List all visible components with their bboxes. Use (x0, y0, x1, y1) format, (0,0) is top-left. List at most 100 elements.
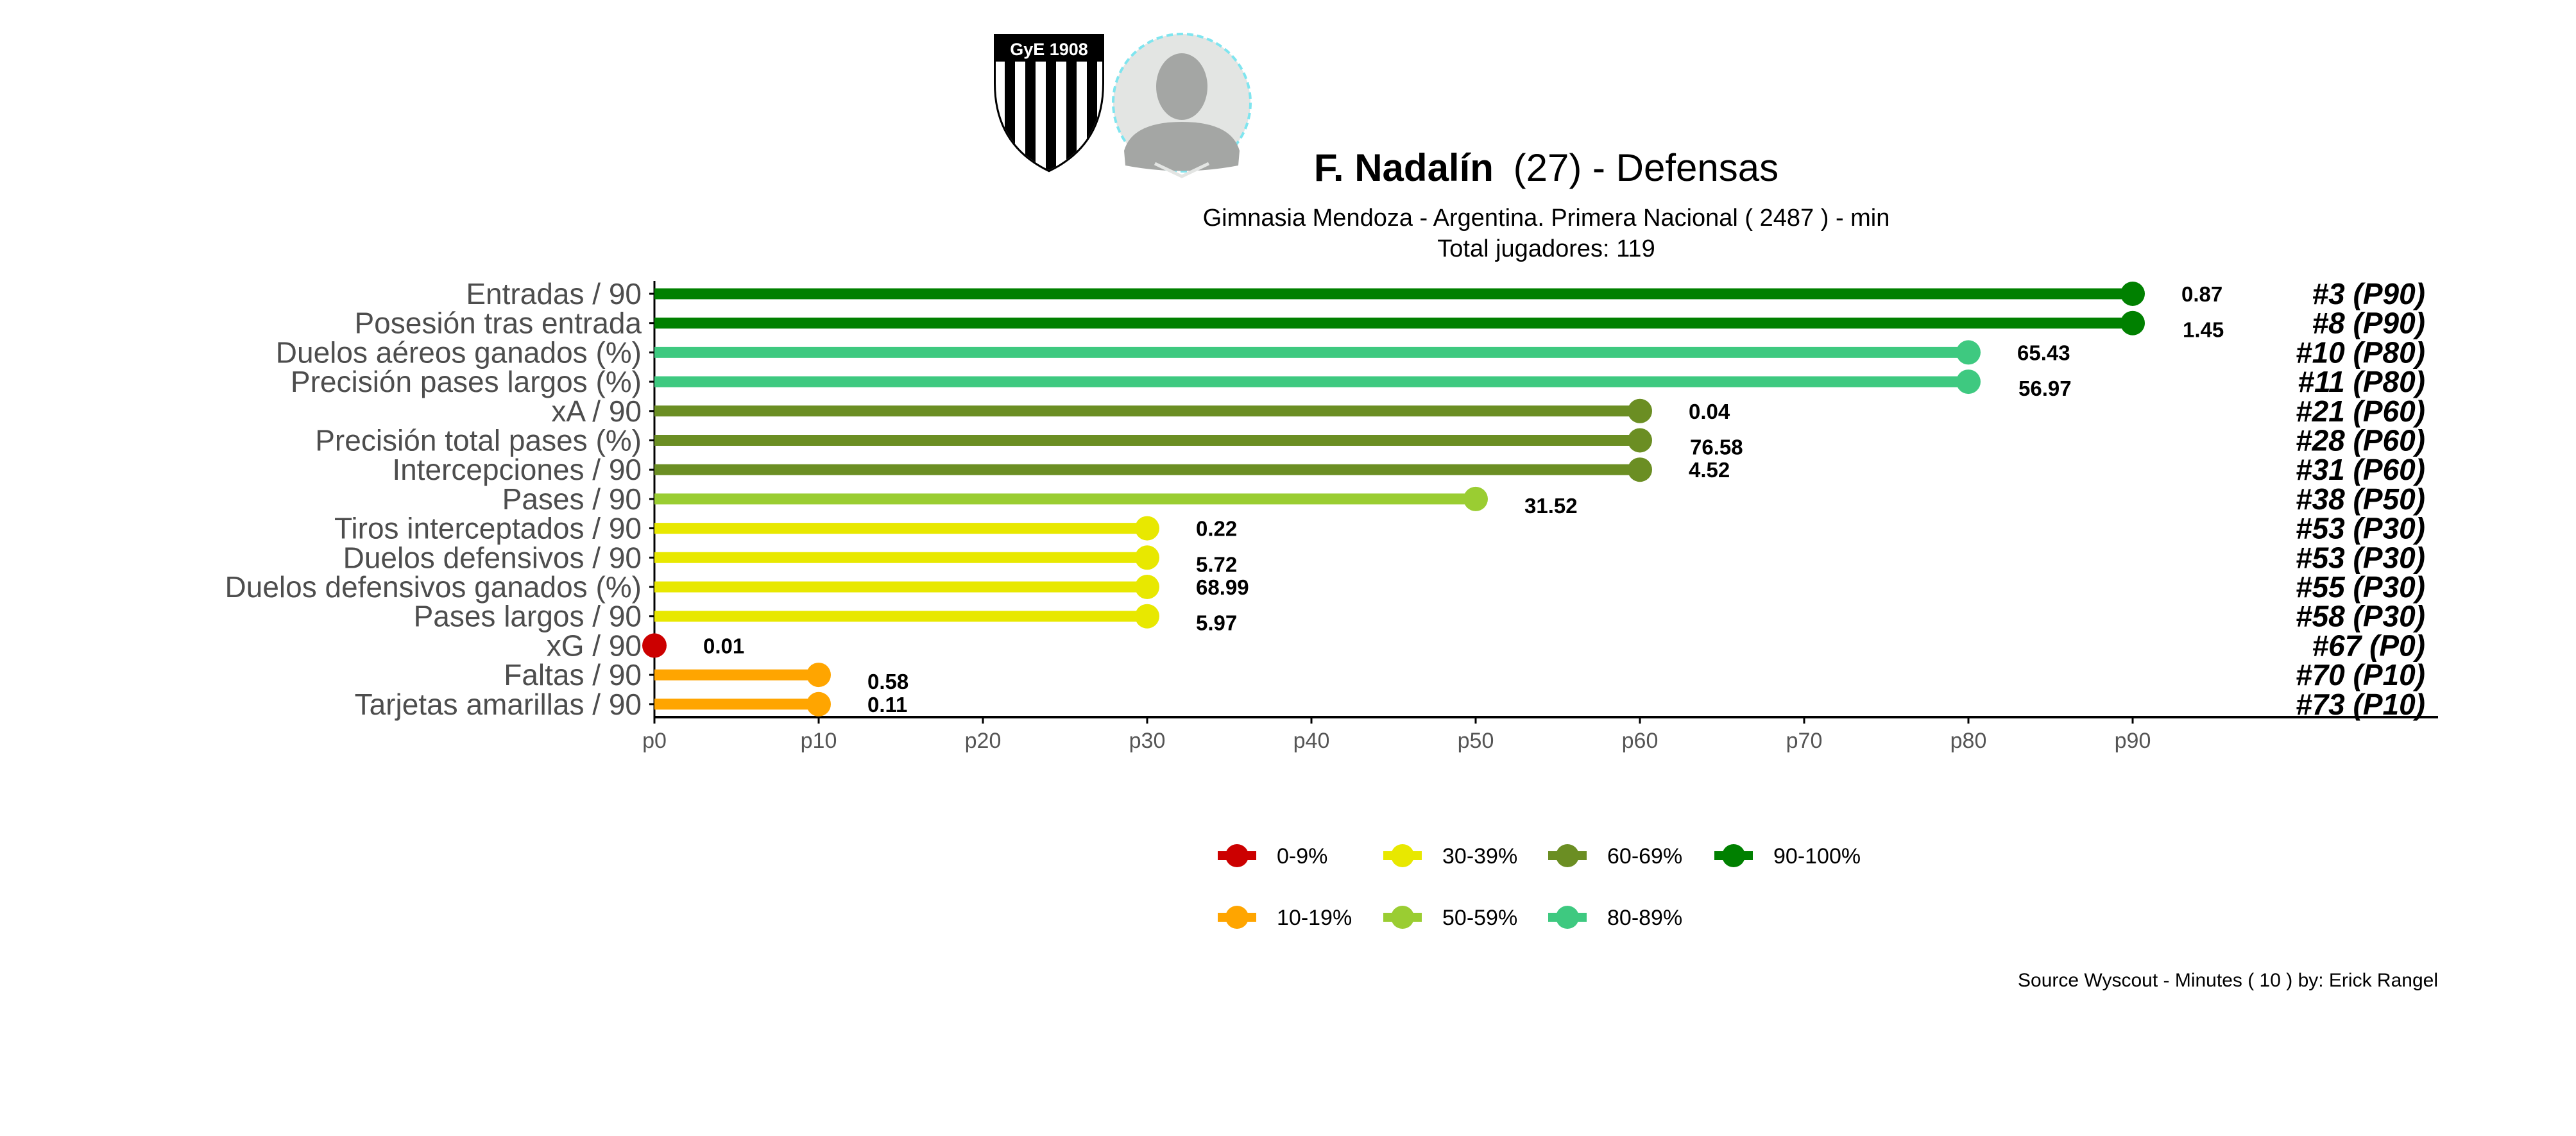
rank-label: #67 (P0) (2312, 629, 2425, 662)
legend-item: 80-89% (1548, 906, 1682, 930)
category-label: Precisión pases largos (%) (291, 365, 642, 398)
bar-point (1628, 398, 1652, 423)
rank-label: #70 (P10) (2296, 658, 2425, 691)
value-label: 1.45 (2183, 318, 2224, 342)
bar-point (1135, 604, 1159, 629)
legend-label: 0-9% (1277, 844, 1327, 869)
rank-label: #28 (P60) (2296, 424, 2425, 457)
x-tick-label: p40 (1293, 729, 1330, 753)
legend-label: 90-100% (1773, 844, 1861, 869)
value-label: 56.97 (2018, 377, 2072, 400)
value-label: 76.58 (1690, 436, 1743, 459)
plot-area: p0 p10 p20 p30 p40 p50 p60 p70 p80 p90 Entradas / … (225, 277, 2438, 753)
player-name: F. Nadalín (1314, 146, 1494, 189)
legend-item: 50-59% (1383, 906, 1517, 930)
rank-label: #31 (P60) (2296, 453, 2425, 486)
legend-label: 10-19% (1277, 906, 1352, 930)
category-label: Duelos defensivos / 90 (343, 541, 642, 574)
rank-label: #55 (P30) (2296, 570, 2425, 604)
rank-label: #21 (P60) (2296, 394, 2425, 428)
legend-key-point (1225, 844, 1249, 867)
legend-key-point (1391, 844, 1414, 867)
badge-text: GyE 1908 (1010, 40, 1088, 59)
rank-label: #11 (P80) (2298, 365, 2425, 398)
category-label: xA / 90 (551, 394, 642, 428)
rank-label: #73 (P10) (2296, 688, 2425, 721)
club-league-line: Gimnasia Mendoza - Argentina. Primera Na… (1203, 205, 1890, 232)
legend-item: 0-9% (1218, 844, 1327, 869)
bar-point (1956, 369, 1981, 394)
club-badge: GyE 1908 (994, 34, 1104, 173)
value-label: 68.99 (1196, 575, 1249, 599)
source-credit: Source Wyscout - Minutes ( 10 ) by: Eric… (2018, 970, 2438, 991)
value-label: 0.22 (1196, 517, 1237, 541)
bar-point (1135, 575, 1159, 599)
rank-label: #38 (P50) (2296, 482, 2425, 516)
x-tick-label: p30 (1129, 729, 1166, 753)
value-label: 0.87 (2181, 282, 2222, 306)
value-label: 5.72 (1196, 552, 1237, 576)
legend-item: 10-19% (1218, 906, 1352, 930)
value-label: 65.43 (2017, 341, 2070, 364)
rank-label: #58 (P30) (2296, 600, 2425, 633)
legend: 0-9% 30-39% 60-69% 90-100% 10-19% 50-59% 80-89… (1218, 844, 1861, 930)
rank-label: #53 (P30) (2296, 541, 2425, 574)
total-players-line: Total jugadores: 119 (1437, 235, 1655, 262)
legend-item: 60-69% (1548, 844, 1682, 869)
x-tick-label: p90 (2115, 729, 2151, 753)
bar-point (1628, 428, 1652, 453)
legend-label: 30-39% (1442, 844, 1517, 869)
bar-point (2120, 282, 2145, 306)
category-label: Tarjetas amarillas / 90 (355, 688, 642, 721)
category-label: Tiros interceptados / 90 (334, 512, 642, 545)
player-title: F. Nadalín (27) - Defensas (1314, 146, 1778, 189)
rank-label: #8 (P90) (2312, 307, 2425, 340)
bar-point (806, 663, 831, 688)
value-label: 0.04 (1689, 400, 1730, 423)
legend-label: 60-69% (1607, 844, 1682, 869)
bar-point (1135, 516, 1159, 541)
x-tick-label: p80 (1950, 729, 1987, 753)
value-label: 31.52 (1524, 494, 1578, 518)
category-label: Intercepciones / 90 (392, 453, 642, 486)
bar-point (642, 633, 667, 658)
category-label: Duelos defensivos ganados (%) (225, 570, 642, 604)
category-label: xG / 90 (547, 629, 642, 662)
category-label: Pases / 90 (502, 482, 642, 516)
rank-label: #3 (P90) (2312, 277, 2425, 310)
category-label: Precisión total pases (%) (315, 424, 642, 457)
x-tick-label: p50 (1458, 729, 1494, 753)
x-tick-label: p10 (801, 729, 837, 753)
bar-point (806, 691, 831, 716)
bar-point (1463, 486, 1488, 511)
bar-point (1135, 545, 1159, 570)
bar-point (1956, 340, 1981, 365)
category-label: Pases largos / 90 (414, 600, 642, 633)
legend-item: 30-39% (1383, 844, 1517, 869)
legend-key-point (1391, 906, 1414, 929)
legend-label: 80-89% (1607, 906, 1682, 930)
x-tick-label: p0 (642, 729, 667, 753)
value-label: 0.58 (867, 670, 908, 693)
x-tick-label: p60 (1622, 729, 1659, 753)
bar-point (2120, 310, 2145, 335)
avatar (1112, 33, 1252, 178)
rank-label: #53 (P30) (2296, 512, 2425, 545)
legend-key-point (1556, 844, 1579, 867)
bar-point (1628, 457, 1652, 482)
value-label: 4.52 (1689, 458, 1730, 482)
legend-label: 50-59% (1442, 906, 1517, 930)
legend-key-point (1225, 906, 1249, 929)
rank-label: #10 (P80) (2296, 335, 2425, 369)
category-label: Posesión tras entrada (355, 307, 642, 340)
x-tick-label: p20 (965, 729, 1002, 753)
legend-key-point (1722, 844, 1745, 867)
legend-key-point (1556, 906, 1579, 929)
x-tick-label: p70 (1786, 729, 1823, 753)
player-age-position: (27) - Defensas (1514, 146, 1779, 189)
category-label: Faltas / 90 (504, 658, 642, 691)
value-label: 0.01 (703, 634, 744, 657)
legend-item: 90-100% (1714, 844, 1861, 869)
category-label: Entradas / 90 (466, 277, 642, 310)
